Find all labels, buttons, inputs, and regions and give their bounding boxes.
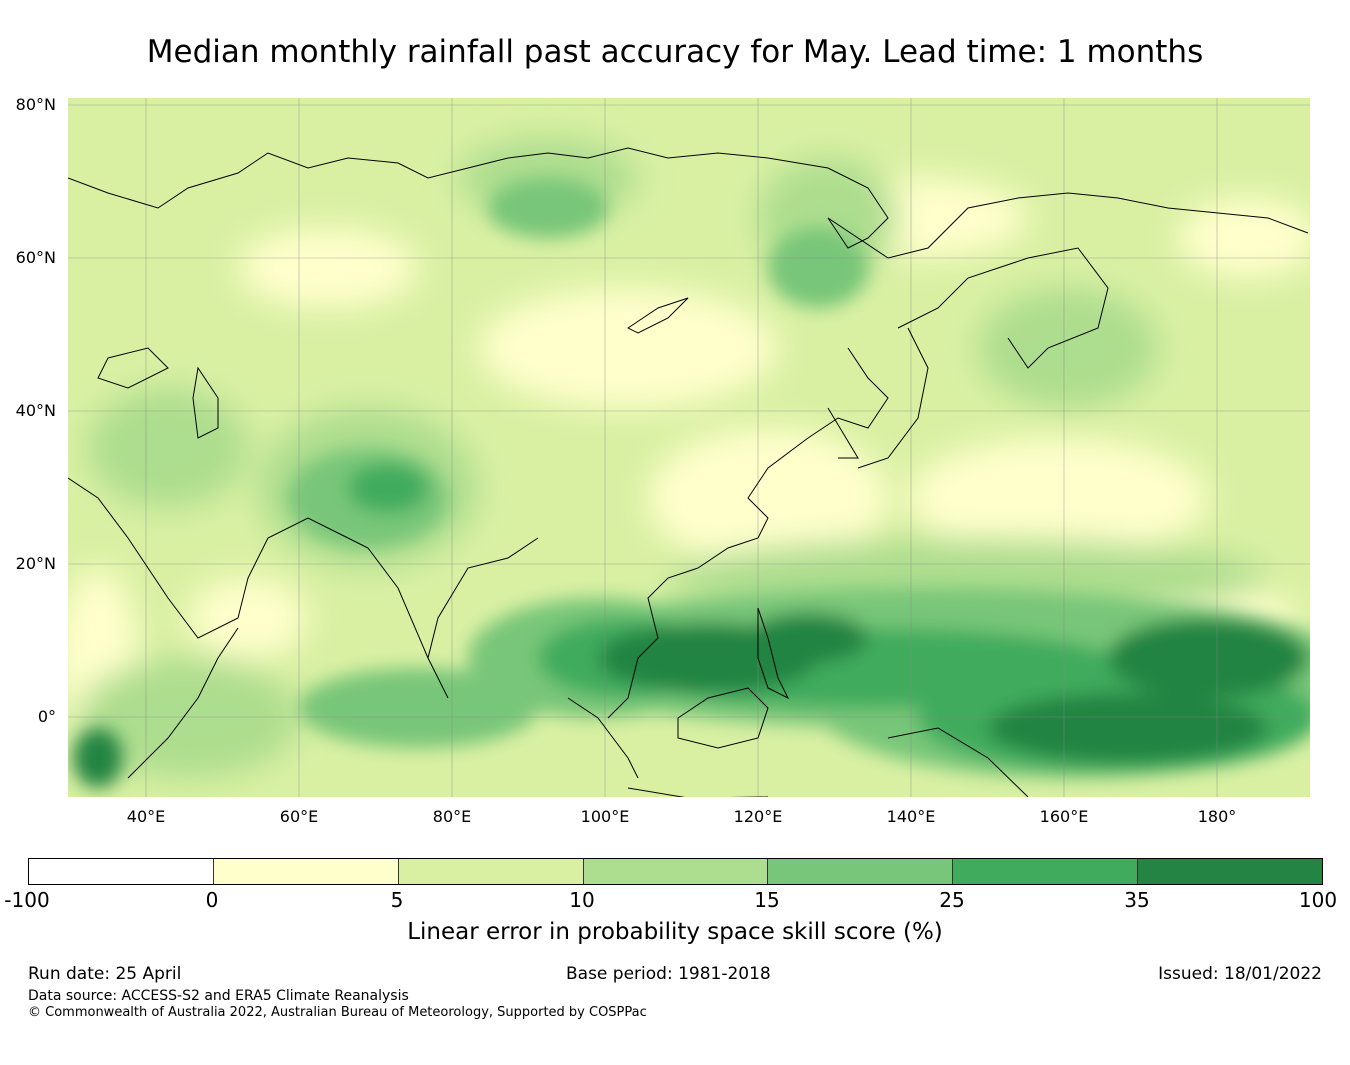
lon-label-60e: 60°E: [279, 807, 319, 826]
colorbar-label: Linear error in probability space skill …: [407, 919, 943, 945]
lon-label-140e: 140°E: [886, 807, 936, 826]
colorbar-segment: [768, 859, 954, 884]
colorbar-segment: [29, 859, 214, 884]
lat-label-80n: 80°N: [15, 95, 56, 114]
map-title: Median monthly rainfall past accuracy fo…: [146, 34, 1204, 70]
colorbar-segment: [1138, 859, 1323, 884]
colorbar-tick: 5: [390, 888, 404, 912]
colorbar-segment: [398, 859, 584, 884]
colorbar-tick: -100: [4, 888, 50, 912]
lon-label-120e: 120°E: [733, 807, 783, 826]
lon-label-160e: 160°E: [1039, 807, 1089, 826]
lat-label-60n: 60°N: [15, 248, 56, 267]
data-source: Data source: ACCESS-S2 and ERA5 Climate …: [28, 988, 409, 1004]
colorbar-tick: 100: [1298, 888, 1338, 912]
lon-label-80e: 80°E: [432, 807, 472, 826]
graticule: [68, 98, 1310, 797]
colorbar-tick: 25: [939, 888, 965, 912]
colorbar-segment: [213, 859, 399, 884]
colorbar: [28, 858, 1323, 885]
colorbar-tick: 0: [205, 888, 219, 912]
colorbar-tick: 10: [569, 888, 595, 912]
colorbar-tick: 15: [754, 888, 780, 912]
run-date: Run date: 25 April: [28, 964, 182, 984]
lat-label-20n: 20°N: [15, 554, 56, 573]
colorbar-segment: [583, 859, 769, 884]
skill-score-field: [68, 138, 1310, 788]
lon-label-40e: 40°E: [126, 807, 166, 826]
colorbar-segment: [953, 859, 1139, 884]
issued-date: Issued: 18/01/2022: [1158, 964, 1322, 984]
lon-label-180: 180°: [1197, 807, 1237, 826]
base-period: Base period: 1981-2018: [566, 964, 771, 984]
map-canvas: [68, 98, 1310, 797]
coastlines: [68, 147, 1309, 797]
copyright: © Commonwealth of Australia 2022, Austra…: [28, 1005, 647, 1020]
lon-label-100e: 100°E: [580, 807, 630, 826]
lat-label-40n: 40°N: [15, 401, 56, 420]
skill-score-map: [68, 98, 1310, 797]
colorbar-tick: 35: [1124, 888, 1150, 912]
lat-label-0: 0°: [37, 707, 56, 726]
